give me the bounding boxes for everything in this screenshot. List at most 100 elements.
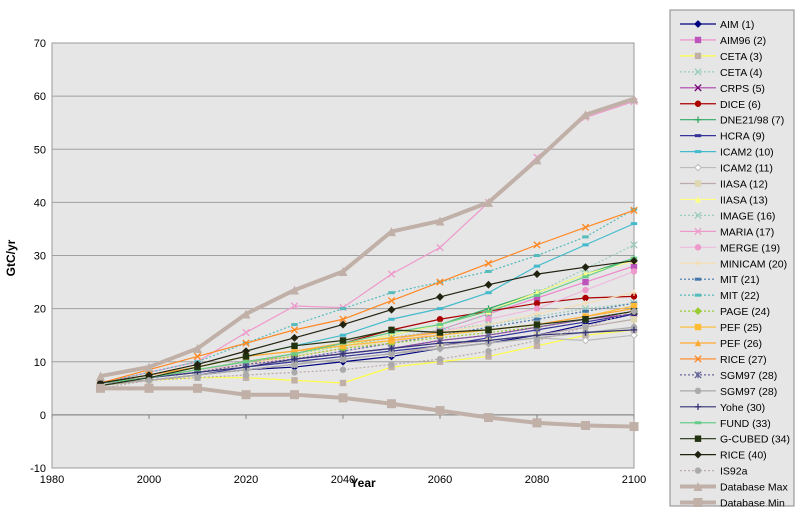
series-rice-40- bbox=[96, 256, 638, 387]
marker-square bbox=[485, 353, 492, 360]
legend-item: ICAM2 (10) bbox=[680, 147, 774, 159]
series-is92a bbox=[97, 308, 638, 392]
marker-dash bbox=[630, 222, 638, 226]
y-tick-label: 20 bbox=[34, 304, 46, 316]
legend-label: ICAM2 (11) bbox=[720, 163, 773, 175]
marker-square bbox=[339, 379, 347, 387]
marker-diamond bbox=[630, 256, 638, 265]
legend-label: CRPS (5) bbox=[720, 83, 765, 95]
series-line bbox=[100, 310, 635, 389]
marker-triangle bbox=[387, 227, 396, 237]
legend-item: AIM (1) bbox=[680, 19, 754, 31]
legend-label: MERGE (19) bbox=[720, 242, 780, 254]
marker-triangle bbox=[694, 339, 702, 347]
marker-square bbox=[387, 399, 396, 409]
legend-item: Database Max bbox=[680, 482, 788, 494]
legend-item: MINICAM (20) bbox=[680, 258, 787, 270]
marker-dash bbox=[436, 307, 444, 311]
legend-item: Yohe (30) bbox=[680, 402, 765, 414]
marker-diamond bbox=[193, 360, 202, 369]
legend-item: MERGE (19) bbox=[680, 242, 780, 254]
legend-item: RICE (40) bbox=[680, 450, 767, 462]
marker-square bbox=[96, 383, 105, 393]
marker-circle bbox=[582, 286, 589, 294]
marker-circle bbox=[436, 355, 444, 363]
marker-dash bbox=[533, 264, 541, 268]
marker-x bbox=[193, 352, 202, 361]
marker-diamond bbox=[242, 347, 250, 356]
legend-item: SGM97 (28) bbox=[680, 386, 777, 398]
legend-item: DICE (6) bbox=[680, 99, 761, 111]
marker-square bbox=[581, 421, 590, 430]
marker-circle bbox=[694, 100, 702, 107]
legend-item: MIT (22) bbox=[680, 290, 759, 302]
marker-circle bbox=[291, 361, 298, 368]
legend-item: G-CUBED (34) bbox=[680, 434, 790, 446]
marker-triangle bbox=[338, 266, 348, 276]
marker-square bbox=[242, 353, 250, 360]
marker-square bbox=[241, 390, 251, 400]
legend-item: IIASA (12) bbox=[680, 179, 768, 191]
marker-diamond bbox=[694, 450, 702, 459]
legend-label: IIASA (13) bbox=[720, 194, 768, 206]
marker-circle bbox=[485, 347, 492, 355]
marker-diamond bbox=[533, 270, 541, 279]
series-line bbox=[100, 208, 635, 384]
marker-triangle bbox=[144, 362, 154, 372]
marker-circle bbox=[485, 316, 492, 323]
y-tick-label: 70 bbox=[34, 38, 46, 50]
marker-dash bbox=[291, 352, 298, 356]
marker-circle bbox=[630, 308, 638, 315]
x-tick-label: 2080 bbox=[525, 474, 549, 486]
legend-label: DICE (6) bbox=[720, 99, 761, 111]
legend-label: Database Min bbox=[720, 498, 785, 510]
legend-item: AIM96 (2) bbox=[680, 35, 766, 47]
marker-plus bbox=[339, 350, 347, 357]
series-line bbox=[100, 326, 635, 387]
marker-diamond bbox=[694, 307, 702, 316]
marker-square bbox=[582, 316, 589, 323]
marker-diamond bbox=[630, 331, 638, 340]
legend-label: MARIA (17) bbox=[720, 226, 774, 238]
marker-triangle bbox=[484, 197, 493, 207]
marker-x bbox=[387, 270, 396, 278]
marker-circle bbox=[630, 268, 638, 275]
marker-plus bbox=[436, 339, 444, 347]
marker-diamond bbox=[694, 20, 702, 28]
legend-item: DNE21/98 (7) bbox=[680, 115, 784, 127]
legend-label: IIASA (12) bbox=[720, 179, 768, 191]
legend-label: RICE (27) bbox=[720, 354, 767, 366]
series-line bbox=[100, 209, 635, 384]
legend-item: FUND (33) bbox=[680, 418, 771, 430]
marker-circle bbox=[694, 387, 702, 395]
y-tick-label: 0 bbox=[40, 410, 46, 422]
marker-dash bbox=[582, 309, 589, 313]
marker-square bbox=[533, 321, 541, 328]
marker-square bbox=[339, 337, 347, 344]
legend-item: CRPS (5) bbox=[680, 83, 765, 95]
marker-x bbox=[436, 278, 444, 286]
marker-square bbox=[388, 326, 395, 334]
marker-triangle bbox=[290, 285, 299, 295]
marker-circle bbox=[388, 361, 395, 368]
marker-x bbox=[242, 328, 250, 337]
marker-plus bbox=[291, 355, 298, 363]
x-axis-label: Year bbox=[350, 476, 376, 490]
legend-item: PEF (25) bbox=[680, 322, 762, 334]
marker-triangle bbox=[581, 110, 590, 120]
legend-label: IMAGE (16) bbox=[720, 210, 775, 222]
marker-plus bbox=[533, 310, 541, 318]
marker-x bbox=[484, 259, 493, 268]
marker-square bbox=[694, 52, 702, 60]
x-tick-label: 2060 bbox=[428, 474, 452, 486]
marker-dash bbox=[630, 207, 638, 211]
legend-item: HCRA (9) bbox=[680, 131, 765, 143]
legend-label: CETA (3) bbox=[720, 51, 762, 63]
marker-circle bbox=[533, 337, 541, 344]
y-tick-label: -10 bbox=[30, 463, 46, 475]
marker-diamond bbox=[581, 263, 590, 272]
marker-x bbox=[694, 211, 702, 220]
marker-circle bbox=[388, 350, 395, 357]
marker-square bbox=[694, 323, 702, 331]
marker-triangle bbox=[629, 94, 639, 104]
